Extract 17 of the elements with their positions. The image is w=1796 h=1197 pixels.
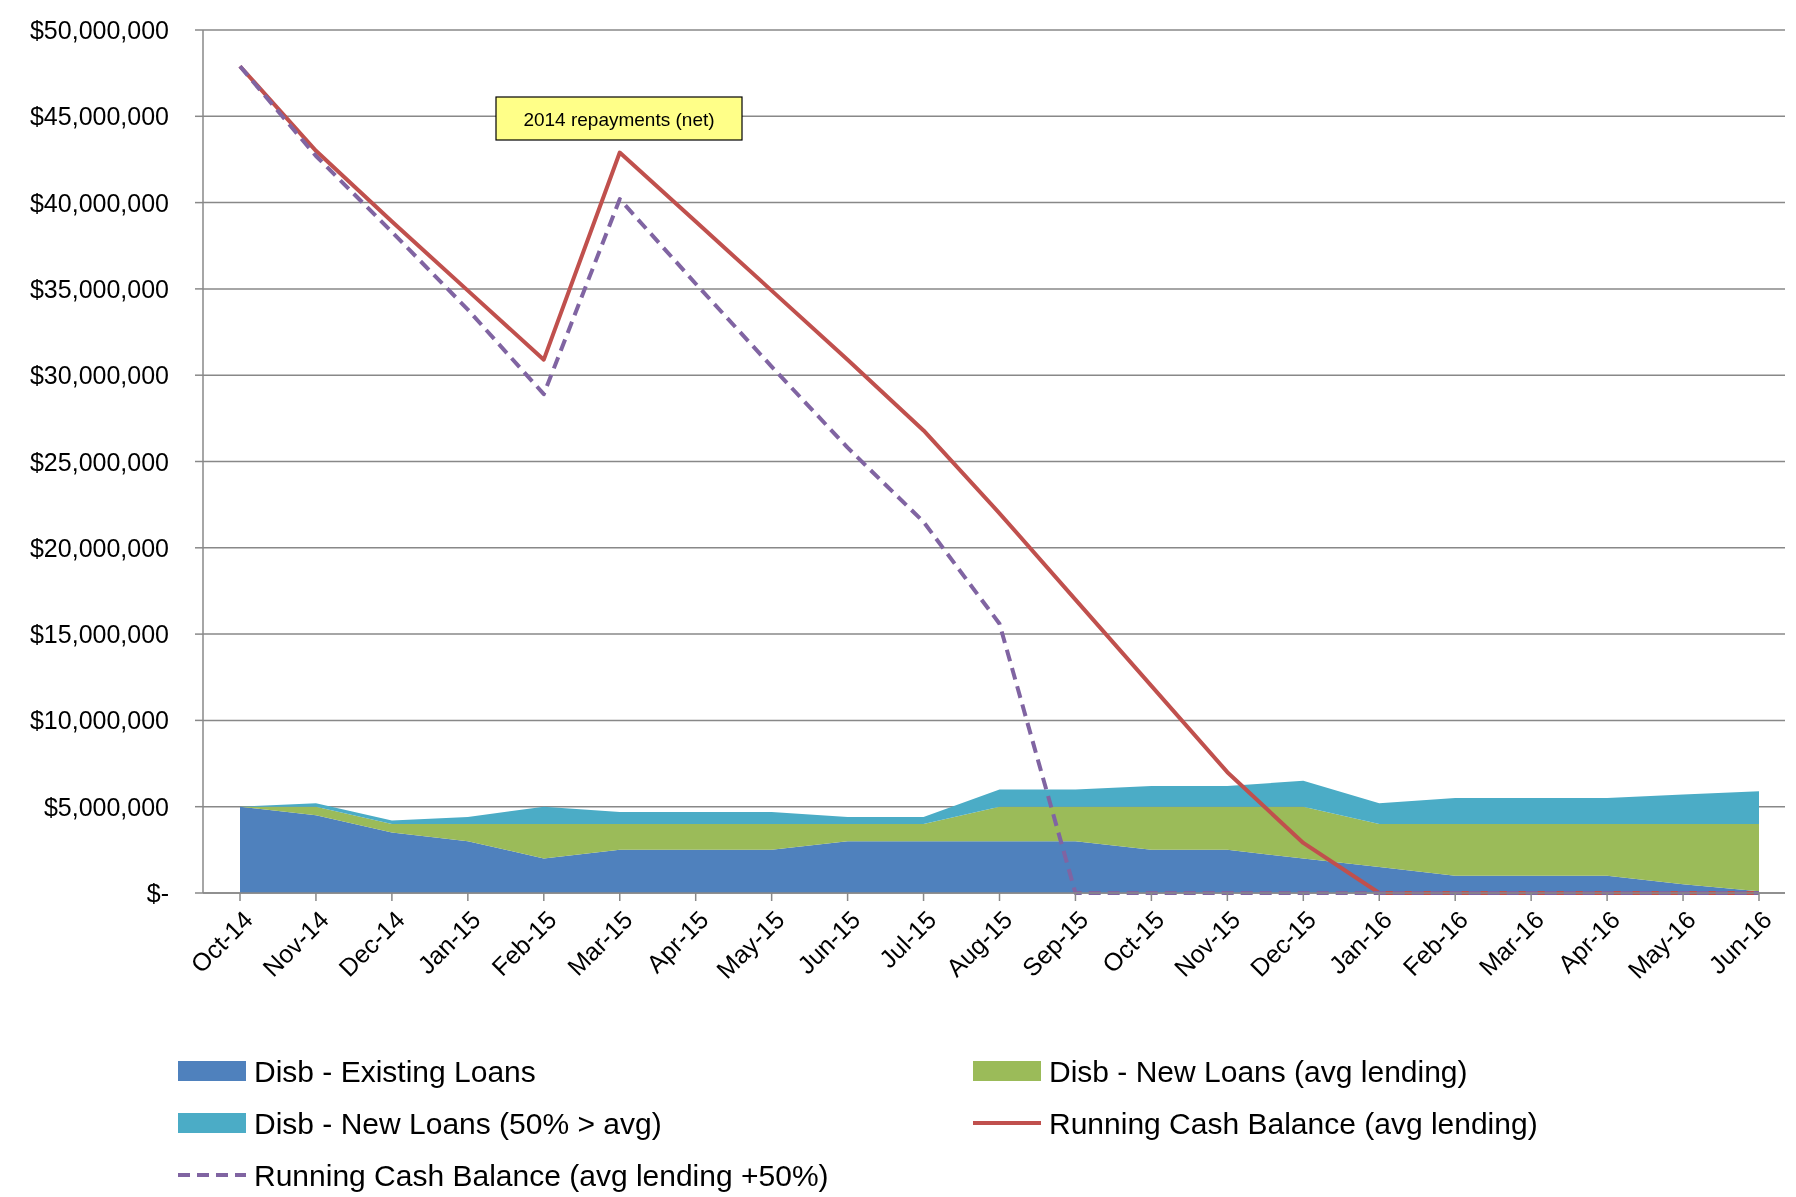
y-tick-label: $-: [146, 879, 169, 907]
y-tick-label: $35,000,000: [29, 274, 169, 303]
legend-label: Running Cash Balance (avg lending): [1049, 1106, 1538, 1140]
y-tick-label: $20,000,000: [29, 533, 169, 562]
y-tick-label: $45,000,000: [29, 102, 169, 131]
legend-label: Running Cash Balance (avg lending +50%): [254, 1158, 829, 1192]
y-tick-label: $50,000,000: [29, 16, 169, 44]
y-tick-label: $40,000,000: [29, 188, 169, 217]
legend-label: Disb - New Loans (avg lending): [1049, 1054, 1468, 1088]
y-tick-label: $5,000,000: [43, 792, 169, 821]
y-tick-label: $30,000,000: [29, 361, 169, 390]
y-tick-label: $10,000,000: [29, 706, 169, 735]
legend-label: Disb - New Loans (50% > avg): [254, 1106, 662, 1140]
y-tick-label: $25,000,000: [29, 447, 169, 476]
legend-label: Disb - Existing Loans: [254, 1054, 536, 1088]
annotation: 2014 repayments (net): [523, 108, 715, 130]
y-tick-label: $15,000,000: [29, 620, 169, 649]
